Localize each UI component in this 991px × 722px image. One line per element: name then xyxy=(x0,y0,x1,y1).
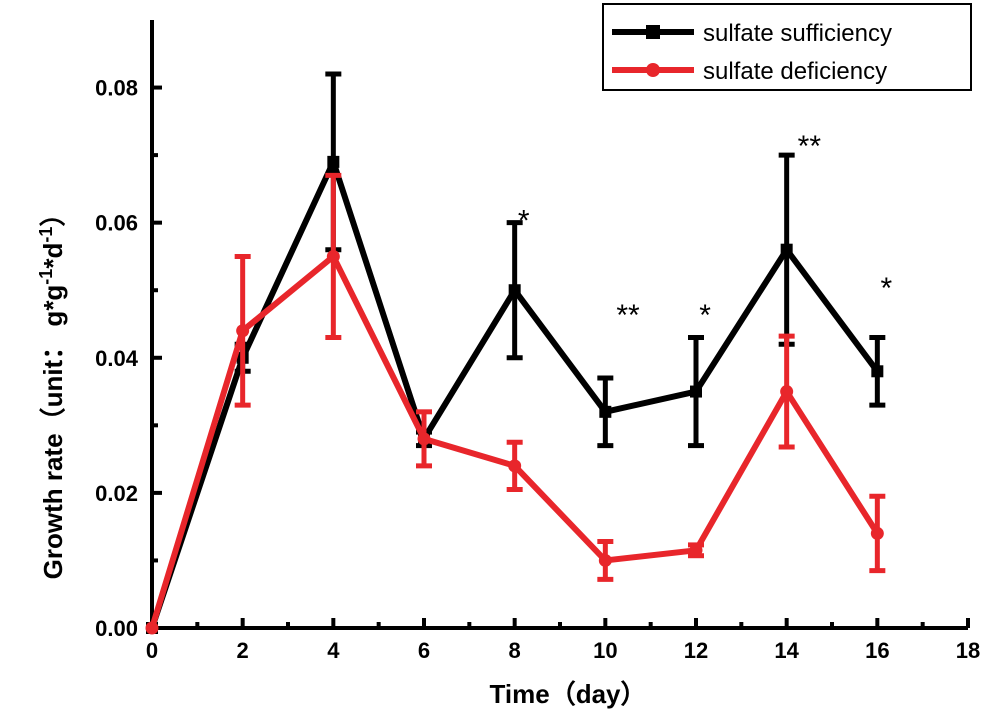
legend: sulfate sufficiency sulfate deficiency xyxy=(602,3,972,91)
significance-mark: ** xyxy=(798,130,822,163)
y-tick-label: 0.00 xyxy=(95,616,138,641)
x-tick-label: 16 xyxy=(865,638,889,663)
axes: 0 2 4 6 8 10 12 14 16 18 0.00 0.02 0.04 0.06 0.08 xyxy=(95,20,980,663)
data-point xyxy=(598,553,612,567)
legend-deficiency-marker xyxy=(646,63,660,77)
x-tick-label: 14 xyxy=(774,638,799,663)
significance-mark: * xyxy=(699,299,711,332)
significance-mark: ** xyxy=(616,299,640,332)
significance-mark: * xyxy=(881,272,893,305)
data-point xyxy=(871,365,884,378)
y-tick-label: 0.02 xyxy=(95,481,138,506)
legend-sufficiency-marker xyxy=(646,25,660,39)
y-tick-label: 0.08 xyxy=(95,76,138,101)
series-sulfate-deficiency xyxy=(145,172,886,635)
significance-annotations: *** **** xyxy=(518,130,893,332)
data-point xyxy=(508,284,521,297)
series-sulfate-sufficiency xyxy=(146,71,886,634)
series-layer xyxy=(145,71,886,635)
x-tick-label: 10 xyxy=(593,638,617,663)
data-point xyxy=(327,155,340,168)
y-axis-title-unit-mid: *d xyxy=(38,243,68,269)
x-tick-label: 0 xyxy=(146,638,158,663)
data-point xyxy=(599,405,612,418)
x-tick-label: 18 xyxy=(956,638,980,663)
legend-box xyxy=(602,3,972,91)
y-axis-title-unit-prefix: （unit： g*g xyxy=(38,285,68,434)
y-axis-title-unit-suffix: ） xyxy=(38,201,68,227)
data-point xyxy=(508,459,522,473)
y-tick-label: 0.06 xyxy=(95,211,138,236)
data-point xyxy=(236,324,250,338)
x-tick-label: 6 xyxy=(418,638,430,663)
x-tick-label: 2 xyxy=(237,638,249,663)
data-point xyxy=(780,243,793,256)
x-axis-title: Time（day） xyxy=(489,679,646,709)
y-axis-title: Growth rate（unit： g*g-1*d-1） xyxy=(36,201,68,580)
y-axis-title-sup2: -1 xyxy=(36,227,56,243)
data-point xyxy=(417,432,431,446)
legend-sufficiency-label: sulfate sufficiency xyxy=(703,20,892,47)
data-point xyxy=(690,385,702,398)
significance-mark: * xyxy=(518,205,530,238)
data-point xyxy=(145,621,159,635)
x-tick-label: 8 xyxy=(509,638,521,663)
y-axis-title-main: Growth rate xyxy=(38,433,68,579)
x-tick-label: 4 xyxy=(327,638,340,663)
y-axis-title-sup1: -1 xyxy=(36,269,56,285)
data-point xyxy=(780,385,794,399)
data-point xyxy=(689,543,703,557)
data-point xyxy=(326,249,340,263)
x-tick-label: 12 xyxy=(684,638,708,663)
data-point xyxy=(870,526,884,540)
legend-deficiency-label: sulfate deficiency xyxy=(703,58,887,85)
y-tick-label: 0.04 xyxy=(95,346,139,371)
